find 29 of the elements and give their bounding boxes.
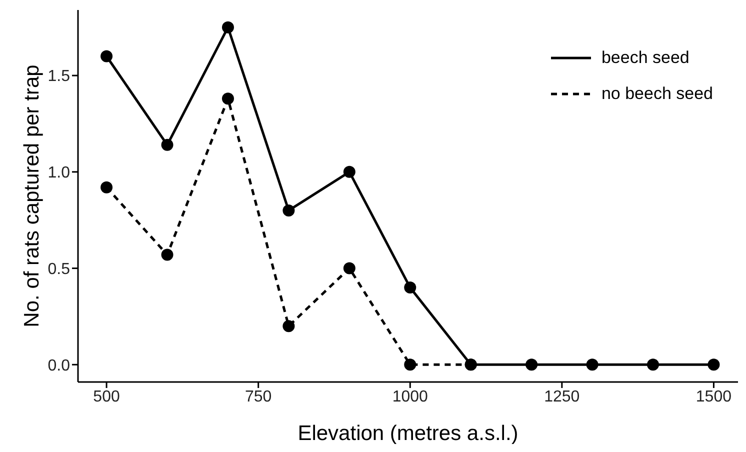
point [404,282,416,294]
x-tick-label: 500 [93,388,120,406]
point [586,358,598,371]
point [222,21,234,34]
x-tick-label: 1250 [544,388,580,406]
point [404,358,416,371]
x-tick-label: 750 [244,388,272,406]
point [526,358,538,371]
point [282,204,295,216]
point [343,262,356,274]
y-tick-label: 0.5 [48,260,70,278]
point [222,92,234,105]
point [161,138,174,151]
point [646,358,659,371]
point [708,358,720,371]
point [100,50,113,62]
x-axis-title: Elevation (metres a.s.l.) [298,422,518,445]
point [282,320,295,332]
y-tick-label: 0.0 [48,357,70,374]
y-tick-label: 1.5 [48,68,70,86]
point [100,181,113,194]
point [343,166,356,178]
point [161,248,174,261]
y-tick-label: 1.0 [48,164,70,182]
x-tick-label: 1500 [696,388,732,406]
y-axis-title: No. of rats captured per trap [20,64,44,328]
x-tick-label: 1000 [392,388,428,406]
legend-label: no beech seed [601,84,713,104]
legend-label: beech seed [601,48,690,68]
